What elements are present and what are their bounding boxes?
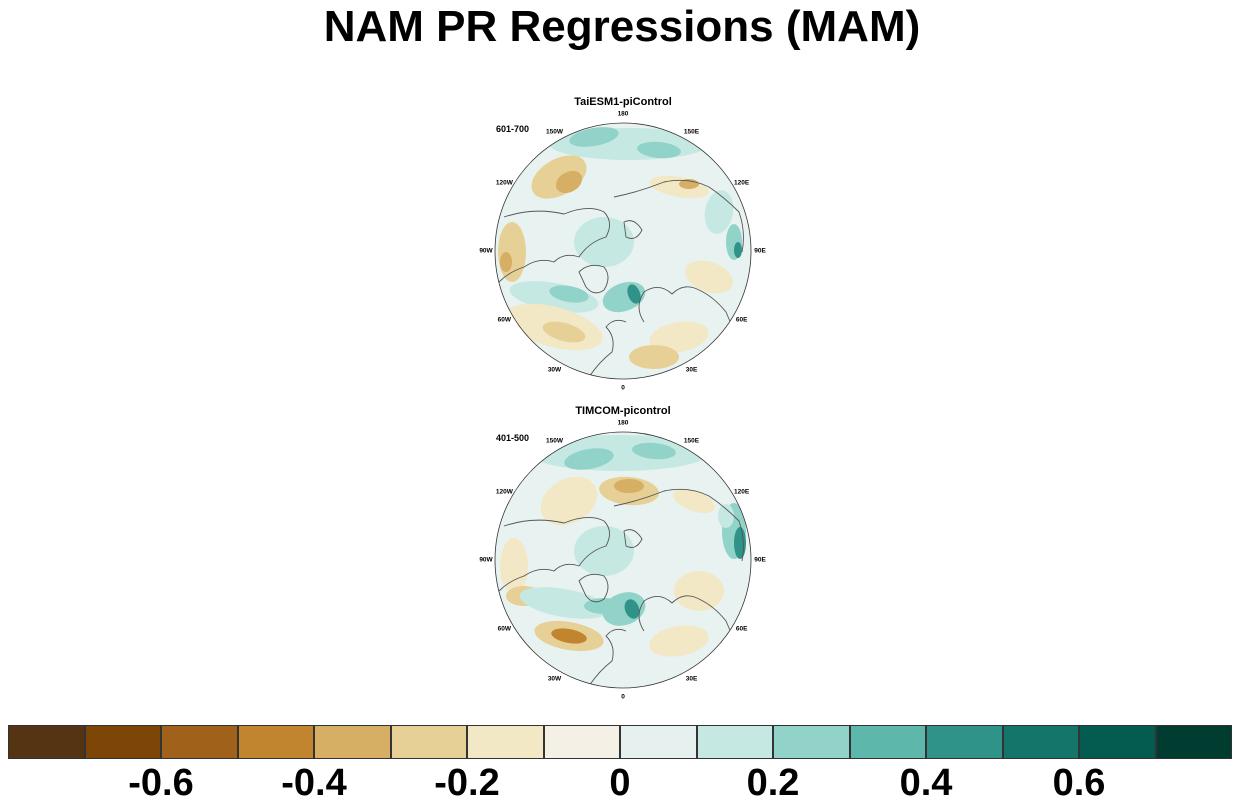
colorbar-swatch [1079, 725, 1156, 759]
longitude-label: 180 [617, 110, 629, 118]
shading-region [649, 625, 709, 657]
longitude-label: 30W [547, 366, 562, 374]
shading-region [549, 285, 589, 303]
colorbar-swatch [1002, 725, 1079, 759]
colorbar-swatch [1155, 725, 1232, 759]
coastline [578, 573, 609, 603]
shading-region [684, 260, 734, 294]
map-boundary-circle [494, 431, 752, 689]
coastline [623, 220, 643, 239]
shading-region [674, 571, 724, 611]
shading-region [569, 127, 619, 147]
colorbar-swatch [773, 725, 850, 759]
colorbar-swatch [84, 725, 161, 759]
colorbar [8, 725, 1232, 759]
longitude-label: 90W [479, 556, 493, 564]
longitude-label: 60W [497, 316, 512, 323]
longitude-label: 30E [685, 366, 698, 374]
shading-region [564, 448, 614, 470]
shading-region [555, 170, 583, 194]
longitude-label: 180 [617, 419, 629, 427]
coastline [498, 517, 610, 592]
shading-region [574, 217, 634, 267]
shading-region [551, 628, 587, 644]
shading-region [649, 321, 709, 353]
colorbar-tick-label: 0.4 [899, 762, 953, 804]
shading-region [637, 141, 681, 159]
colorbar-swatch [926, 725, 1003, 759]
panel-1-period: 601-700 [496, 124, 530, 134]
longitude-label: 150E [683, 128, 700, 136]
colorbar-swatch [696, 725, 773, 759]
colorbar-swatch [543, 725, 620, 759]
coastline [588, 628, 627, 687]
colorbar-tick-label: -0.2 [434, 762, 500, 804]
colorbar-swatch [620, 725, 697, 759]
longitude-label: 120W [495, 179, 513, 186]
shading-region [734, 527, 746, 559]
longitude-label: 120E [734, 179, 750, 186]
coastline [578, 264, 609, 294]
longitude-label: 30W [547, 675, 562, 683]
longitude-label: 150W [546, 437, 563, 445]
shading-region [673, 488, 715, 514]
coastline [613, 179, 744, 253]
longitude-label: 90E [754, 556, 766, 564]
longitude-label: 0 [621, 384, 625, 392]
coastline [613, 488, 744, 562]
figure-title: NAM PR Regressions (MAM) [323, 2, 921, 51]
longitude-label: 120W [495, 488, 513, 495]
coastline [638, 595, 740, 647]
shading-region [498, 222, 526, 282]
longitude-label: 150W [546, 128, 563, 136]
longitude-label: 0 [621, 693, 625, 701]
shading-region [718, 504, 734, 528]
colorbar-swatch [161, 725, 238, 759]
shading-region [519, 587, 609, 619]
panel-2-polar-map [494, 431, 752, 689]
shading-region [629, 345, 679, 369]
longitude-label: 150E [683, 437, 700, 445]
colorbar-tick-label: 0.6 [1052, 762, 1106, 804]
map-boundary-circle [494, 122, 752, 380]
coastline [638, 286, 740, 338]
colorbar-tick-label: 0.2 [746, 762, 800, 804]
colorbar-swatch [849, 725, 926, 759]
longitude-label: 60E [735, 316, 748, 323]
longitude-label: 90E [754, 247, 766, 255]
shading-region [734, 242, 742, 258]
colorbar-swatch [390, 725, 467, 759]
shading-region [540, 476, 598, 526]
coastline [623, 529, 643, 548]
colorbar-swatch [467, 725, 544, 759]
colorbar-swatch [237, 725, 314, 759]
panel-1-title: TaiESM1-piControl [574, 96, 672, 108]
panel-2-period: 401-500 [496, 433, 530, 443]
longitude-label: 60W [497, 625, 512, 632]
coastline [498, 208, 610, 283]
colorbar-swatch [314, 725, 391, 759]
shading-region [542, 321, 586, 343]
coastline [588, 319, 627, 378]
colorbar-tick-label: -0.4 [281, 762, 347, 804]
shading-region [574, 526, 634, 576]
colorbar-tick-label: 0 [609, 762, 631, 804]
shading-region [632, 442, 676, 460]
longitude-label: 120E [734, 488, 750, 495]
longitude-label: 90W [479, 247, 493, 255]
colorbar-swatch [8, 725, 85, 759]
longitude-label: 60E [735, 625, 748, 632]
shading-region [704, 190, 734, 234]
shading-region [624, 599, 640, 619]
shading-region [614, 479, 644, 493]
panel-1-polar-map [494, 122, 752, 380]
shading-region [500, 538, 528, 594]
shading-region [627, 284, 641, 304]
longitude-label: 30E [685, 675, 698, 683]
shading-region [500, 252, 512, 272]
colorbar-tick-label: -0.6 [128, 762, 194, 804]
panel-2-title: TIMCOM-picontrol [575, 405, 671, 417]
